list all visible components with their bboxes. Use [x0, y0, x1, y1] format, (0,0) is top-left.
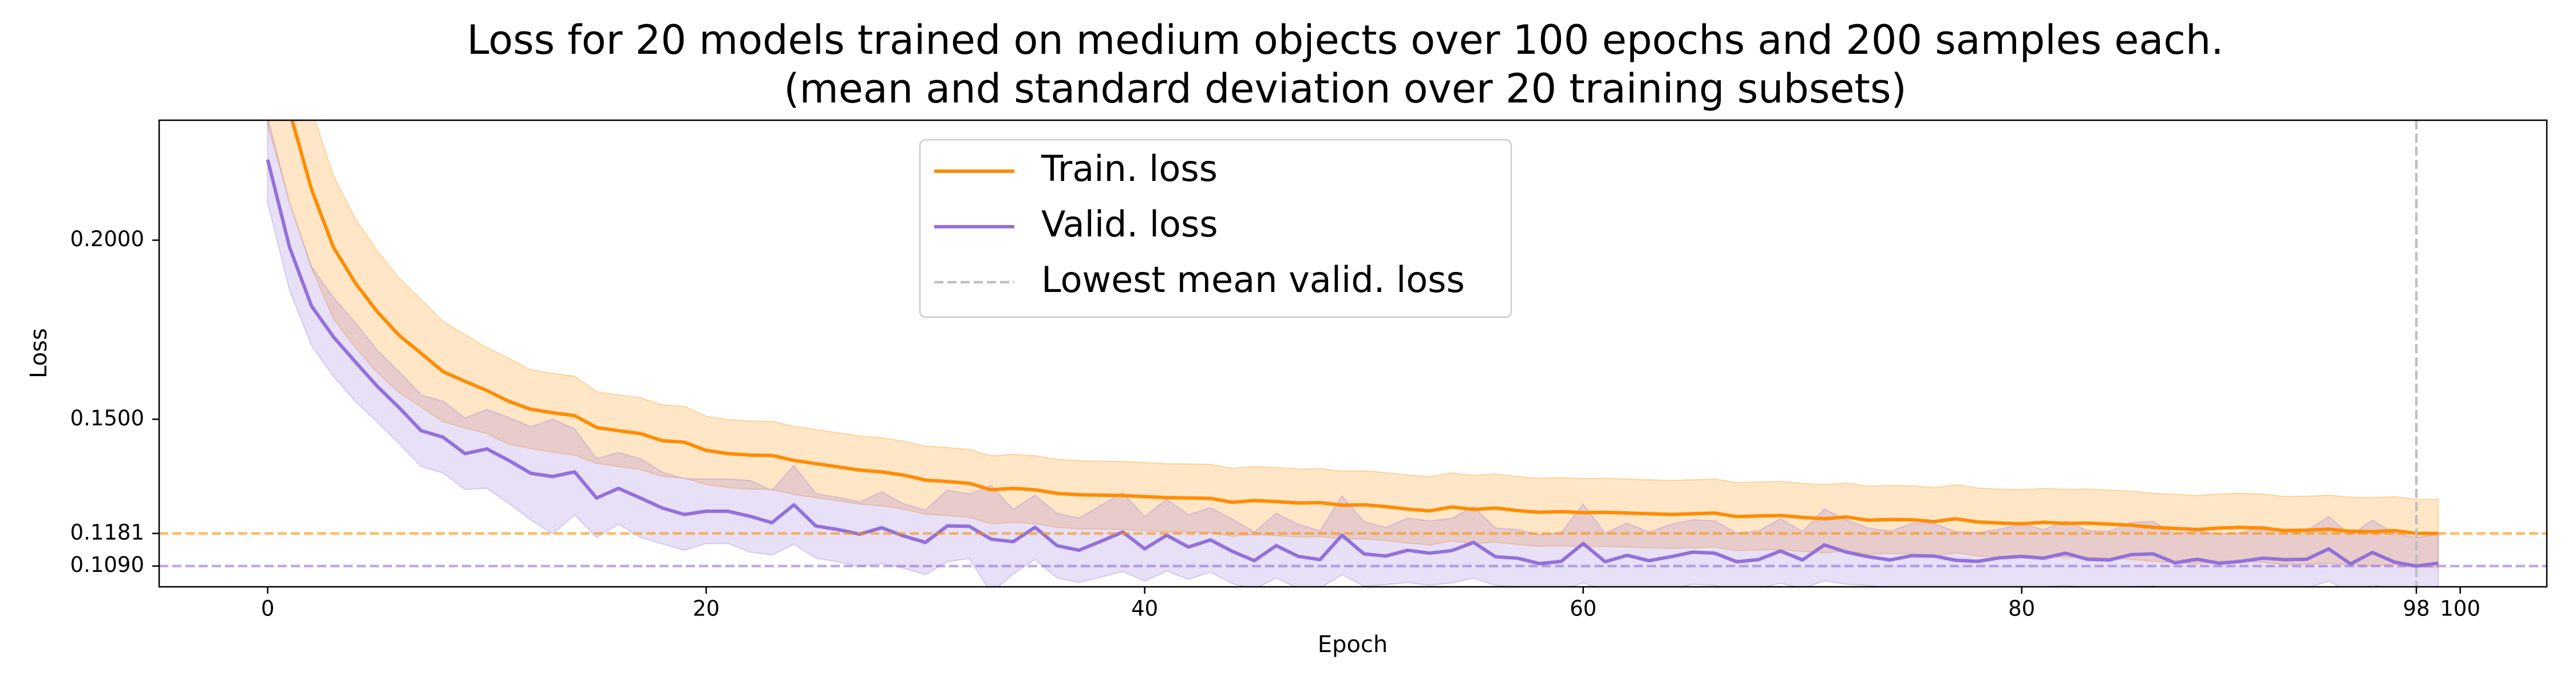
- x-tick-label: 98: [2403, 597, 2430, 621]
- plot-area: [266, 120, 2439, 587]
- series-line: [290, 120, 2439, 535]
- std-band: [267, 120, 2439, 587]
- legend-label: Lowest mean valid. loss: [1041, 259, 1465, 301]
- x-tick-label: 0: [261, 597, 275, 621]
- legend-label: Valid. loss: [1041, 203, 1218, 245]
- x-tick-label: 100: [2440, 597, 2480, 621]
- y-axis-label: Loss: [26, 328, 52, 378]
- legend-box: [919, 139, 1512, 318]
- series-line: [266, 159, 2439, 568]
- x-tick-label: 60: [1570, 597, 1597, 621]
- x-axis-label: Epoch: [1318, 631, 1388, 658]
- y-tick-label: 0.1500: [70, 406, 144, 431]
- x-tick-label: 20: [693, 597, 720, 621]
- y-tick-label: 0.1090: [70, 552, 144, 577]
- y-tick-label: 0.2000: [70, 227, 144, 251]
- std-band: [267, 120, 2439, 568]
- x-tick-label: 80: [2008, 597, 2035, 621]
- chart-subtitle: (mean and standard deviation over 20 tra…: [784, 65, 1907, 112]
- plot-frame: [158, 119, 2548, 588]
- y-tick-label: 0.1181: [70, 520, 144, 544]
- x-tick-label: 40: [1131, 597, 1158, 621]
- legend-label: Train. loss: [1041, 148, 1218, 189]
- chart-title: Loss for 20 models trained on medium obj…: [467, 17, 2224, 64]
